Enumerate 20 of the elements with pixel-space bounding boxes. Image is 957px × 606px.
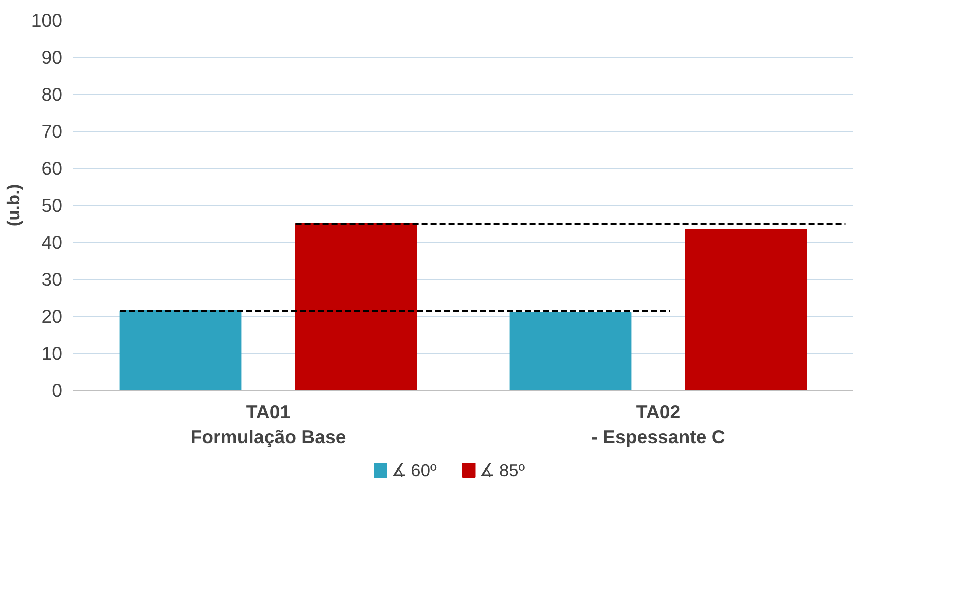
y-tick-label: 70 <box>42 121 63 142</box>
y-tick-label: 50 <box>42 195 63 216</box>
y-tick-label: 0 <box>52 380 63 401</box>
y-tick-label: 10 <box>42 343 63 364</box>
y-tick-label: 90 <box>42 47 63 68</box>
y-tick-label: 20 <box>42 306 63 327</box>
bar <box>295 224 418 390</box>
legend-label: ∡ 60º <box>391 460 438 480</box>
y-axis-title: (u.b.) <box>3 184 24 227</box>
y-tick-label: 80 <box>42 84 63 105</box>
bar <box>120 310 242 390</box>
y-tick-label: 60 <box>42 158 63 179</box>
y-tick-label: 100 <box>31 10 63 31</box>
y-tick-label: 40 <box>42 232 63 253</box>
x-tick-label: TA01 Formulação Base <box>190 402 346 448</box>
bar <box>685 229 808 390</box>
legend-label: ∡ 85º <box>480 460 526 480</box>
y-tick-label: 30 <box>42 269 63 290</box>
x-tick-label: TA02 - Espessante C <box>592 402 726 448</box>
bar <box>510 312 632 390</box>
